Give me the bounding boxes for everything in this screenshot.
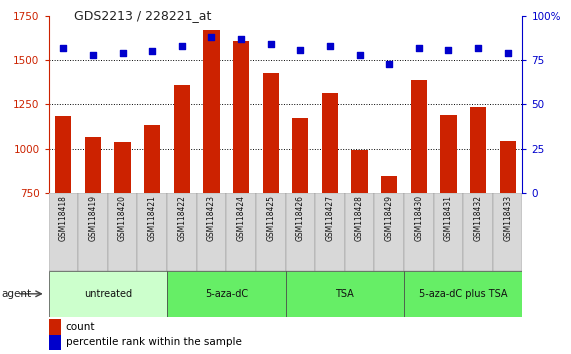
Bar — [286, 193, 315, 271]
Bar — [144, 125, 160, 193]
Bar — [49, 193, 78, 271]
Point — [385, 61, 394, 67]
Point — [266, 41, 275, 47]
Point — [118, 50, 127, 56]
Text: GSM118433: GSM118433 — [503, 195, 512, 241]
Bar — [263, 73, 279, 193]
Point — [177, 43, 186, 49]
Bar — [196, 193, 226, 271]
Text: GSM118422: GSM118422 — [178, 195, 186, 241]
Bar — [463, 193, 493, 271]
Text: GSM118427: GSM118427 — [325, 195, 335, 241]
Point — [148, 48, 157, 54]
Bar — [78, 193, 108, 271]
Text: GSM118428: GSM118428 — [355, 195, 364, 241]
Point — [89, 52, 98, 58]
Point — [236, 36, 246, 42]
Bar — [404, 193, 433, 271]
Bar — [433, 193, 463, 271]
Text: GSM118431: GSM118431 — [444, 195, 453, 241]
Text: untreated: untreated — [84, 289, 132, 299]
Bar — [49, 271, 167, 317]
Bar — [292, 118, 308, 193]
Text: percentile rank within the sample: percentile rank within the sample — [66, 337, 242, 348]
Bar — [55, 116, 71, 193]
Text: GSM118432: GSM118432 — [473, 195, 482, 241]
Bar — [138, 193, 167, 271]
Text: GSM118420: GSM118420 — [118, 195, 127, 241]
Point — [59, 45, 68, 51]
Text: GSM118419: GSM118419 — [89, 195, 98, 241]
Bar — [351, 150, 368, 193]
Bar — [174, 85, 190, 193]
Text: GDS2213 / 228221_at: GDS2213 / 228221_at — [74, 9, 212, 22]
Bar — [411, 80, 427, 193]
Bar — [85, 137, 101, 193]
Bar — [322, 93, 338, 193]
Point — [296, 47, 305, 52]
Text: GSM118429: GSM118429 — [385, 195, 393, 241]
Bar — [114, 142, 131, 193]
Text: TSA: TSA — [335, 289, 354, 299]
Text: GSM118423: GSM118423 — [207, 195, 216, 241]
Bar — [345, 193, 375, 271]
Bar — [167, 271, 286, 317]
Bar — [203, 30, 220, 193]
Text: GSM118421: GSM118421 — [148, 195, 156, 241]
Bar — [108, 193, 138, 271]
Text: 5-aza-dC: 5-aza-dC — [204, 289, 248, 299]
Point — [473, 45, 482, 51]
Text: GSM118424: GSM118424 — [236, 195, 246, 241]
Text: GSM118418: GSM118418 — [59, 195, 68, 241]
Bar — [375, 193, 404, 271]
Bar — [315, 193, 345, 271]
Text: agent: agent — [1, 289, 31, 299]
Text: GSM118426: GSM118426 — [296, 195, 305, 241]
Text: GSM118430: GSM118430 — [415, 195, 423, 241]
Text: GSM118425: GSM118425 — [266, 195, 275, 241]
Bar — [167, 193, 196, 271]
Bar — [470, 107, 486, 193]
Bar — [493, 193, 522, 271]
Point — [503, 50, 512, 56]
Bar — [286, 271, 404, 317]
Bar — [404, 271, 522, 317]
Text: count: count — [66, 321, 95, 332]
Point — [414, 45, 423, 51]
Point — [444, 47, 453, 52]
Bar — [500, 141, 516, 193]
Bar — [233, 41, 249, 193]
Point — [355, 52, 364, 58]
Bar — [440, 115, 457, 193]
Bar — [226, 193, 256, 271]
Bar — [256, 193, 286, 271]
Point — [325, 43, 335, 49]
Point — [207, 34, 216, 40]
Text: 5-aza-dC plus TSA: 5-aza-dC plus TSA — [419, 289, 508, 299]
Bar — [381, 176, 397, 193]
